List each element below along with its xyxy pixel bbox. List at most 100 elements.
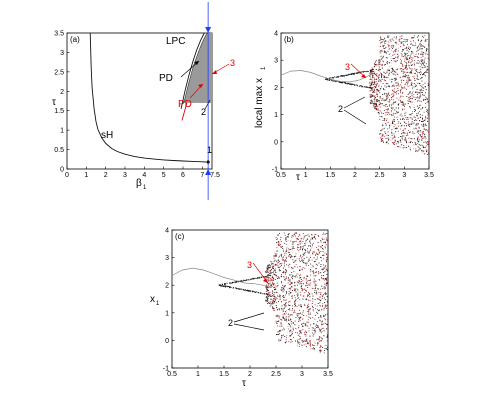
scatter-point: [392, 73, 394, 75]
scatter-point: [320, 317, 322, 319]
scatter-point: [414, 44, 416, 46]
scatter-point: [282, 267, 284, 269]
scatter-point: [386, 96, 388, 98]
scatter-point: [267, 264, 269, 266]
scatter-point: [394, 61, 397, 63]
scatter-point: [282, 317, 284, 319]
scatter-point: [427, 101, 429, 103]
y-tick-label: 2.5: [54, 69, 64, 76]
scatter-point: [323, 288, 326, 290]
scatter-point: [425, 117, 427, 119]
scatter-point: [397, 104, 400, 106]
scatter-point: [392, 85, 394, 87]
scatter-point: [305, 277, 307, 280]
scatter-point: [408, 132, 410, 134]
scatter-point: [385, 137, 387, 139]
branch-point: [251, 278, 253, 280]
scatter-point: [401, 68, 403, 70]
scatter-point: [401, 144, 403, 146]
scatter-point: [316, 305, 318, 307]
scatter-point: [274, 278, 276, 281]
scatter-point: [418, 48, 420, 51]
scatter-point: [411, 121, 413, 123]
scatter-point: [402, 75, 404, 77]
scatter-point: [382, 141, 384, 143]
scatter-point: [312, 317, 314, 319]
scatter-point: [275, 236, 277, 238]
scatter-point: [422, 138, 424, 140]
scatter-point: [424, 75, 426, 77]
scatter-point: [324, 270, 326, 273]
scatter-point: [272, 276, 274, 279]
scatter-point: [384, 63, 387, 66]
scatter-point: [392, 108, 394, 110]
scatter-point: [416, 48, 418, 50]
scatter-point: [269, 283, 271, 285]
scatter-point: [291, 340, 293, 342]
scatter-point: [392, 89, 394, 91]
scatter-point: [314, 238, 317, 240]
scatter-point: [289, 287, 291, 289]
scatter-point: [317, 298, 319, 300]
scatter-point: [313, 272, 315, 274]
scatter-point: [386, 106, 388, 108]
scatter-point: [421, 80, 423, 82]
scatter-point: [293, 275, 295, 277]
scatter-point: [387, 108, 389, 110]
scatter-point: [287, 318, 289, 320]
branch-point: [338, 75, 340, 77]
scatter-point: [381, 77, 383, 79]
scatter-point: [380, 130, 382, 132]
scatter-point: [309, 296, 311, 298]
scatter-point: [279, 315, 281, 317]
scatter-point: [278, 232, 281, 235]
scatter-point: [316, 326, 318, 329]
scatter-point: [269, 292, 271, 294]
scatter-point: [388, 93, 390, 95]
scatter-point: [290, 283, 292, 286]
scatter-point: [375, 101, 377, 103]
scatter-point: [294, 340, 297, 342]
scatter-point: [295, 299, 297, 301]
scatter-point: [392, 39, 394, 41]
scatter-point: [424, 153, 426, 155]
scatter-point: [324, 315, 326, 317]
scatter-point: [292, 245, 294, 247]
scatter-point: [409, 84, 411, 86]
scatter-point: [390, 39, 392, 41]
branch-point: [241, 279, 243, 281]
scatter-point: [280, 337, 282, 339]
scatter-point: [293, 234, 295, 236]
scatter-point: [294, 266, 296, 268]
scatter-point: [321, 321, 323, 323]
scatter-point: [309, 294, 311, 296]
scatter-point: [382, 112, 384, 115]
scatter-point: [321, 297, 323, 299]
scatter-point: [393, 142, 395, 144]
scatter-point: [273, 271, 275, 273]
scatter-point: [383, 93, 385, 95]
scatter-point: [319, 351, 321, 353]
scatter-point: [314, 285, 316, 287]
scatter-point: [321, 275, 323, 277]
scatter-point: [318, 299, 320, 301]
scatter-point: [417, 97, 419, 99]
scatter-point: [426, 149, 428, 151]
scatter-point: [324, 304, 326, 306]
branch-point: [223, 283, 225, 285]
scatter-point: [393, 90, 395, 92]
scatter-point: [411, 63, 413, 66]
scatter-point: [424, 119, 426, 121]
scatter-point: [274, 255, 276, 257]
scatter-point: [424, 124, 426, 127]
scatter-point: [384, 37, 386, 39]
scatter-point: [384, 92, 386, 94]
scatter-point: [417, 136, 419, 138]
scatter-point: [369, 78, 371, 80]
scatter-point: [288, 249, 290, 251]
scatter-point: [418, 144, 420, 146]
scatter-point: [374, 96, 376, 99]
scatter-point: [407, 123, 409, 125]
scatter-point: [307, 340, 309, 342]
scatter-point: [375, 100, 377, 102]
